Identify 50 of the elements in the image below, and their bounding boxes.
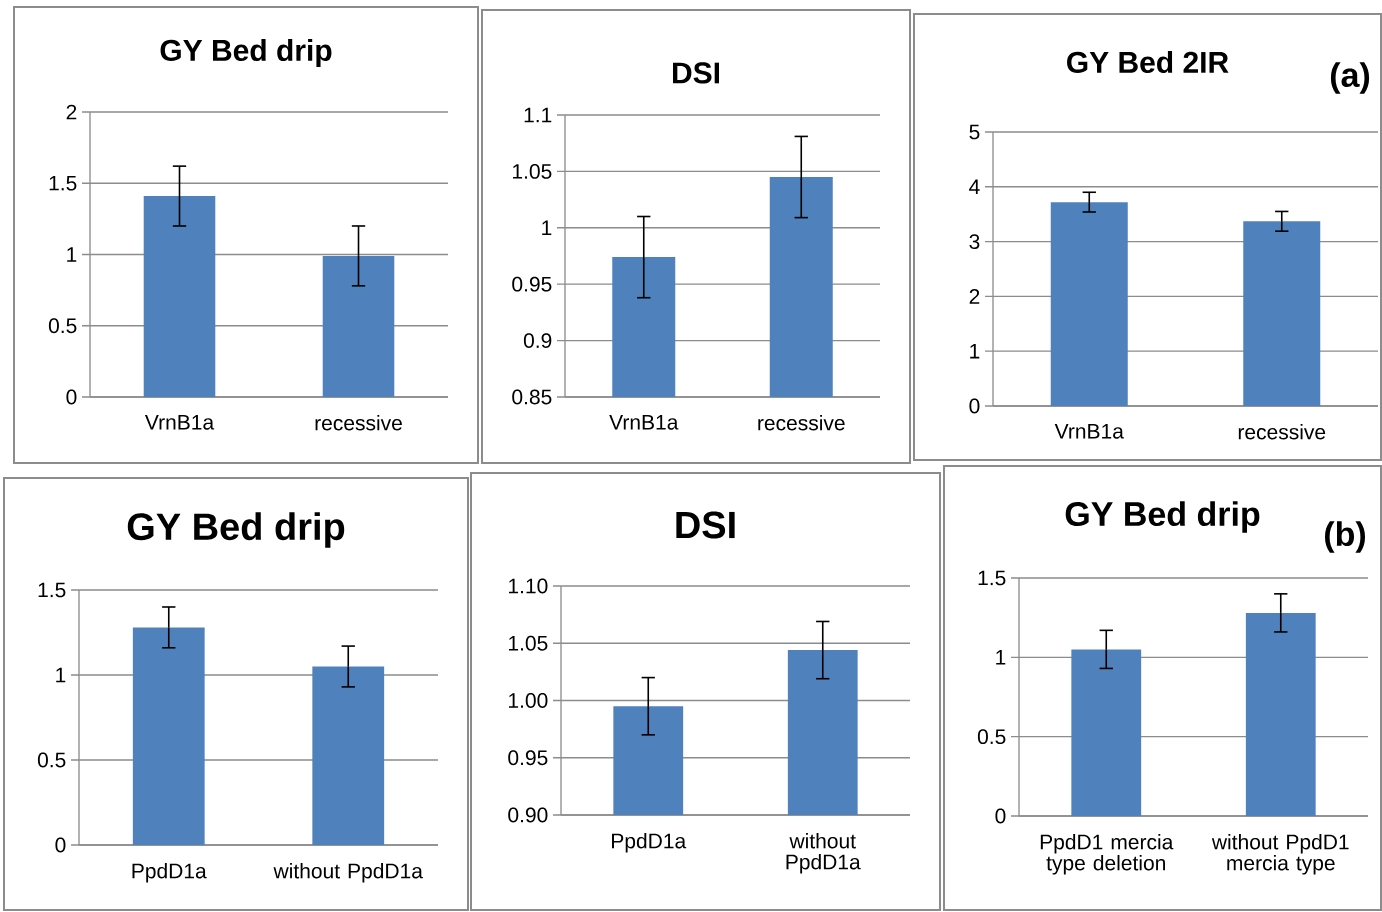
y-tick-label: 0.9 [523, 333, 552, 349]
y-tick-label: 1 [996, 650, 1006, 665]
x-tick-label: PpdD1 mercia type deletion [1040, 834, 1174, 875]
y-tick-label: 2 [969, 289, 980, 304]
chart-title: DSI [676, 511, 735, 539]
y-tick-label: 1.5 [978, 570, 1006, 586]
y-tick-label: 3 [969, 234, 980, 250]
chart-title: GY Bed 2IR [1067, 50, 1229, 73]
y-tick-label: 1 [67, 247, 77, 262]
x-tick-label: PpdD1a [132, 863, 207, 883]
y-tick-label: 1.00 [509, 693, 548, 708]
y-tick-label: 4 [969, 179, 980, 195]
text: (a) [1330, 62, 1370, 94]
x-tick-label: without PpdD1a [273, 863, 423, 883]
y-tick-label: 1 [970, 343, 980, 359]
chart-title: GY Bed drip [127, 512, 345, 548]
x-tick-label: recessive [315, 415, 402, 431]
y-tick-label: 0.5 [37, 752, 66, 768]
x-tick-label: VrnB1a [1054, 424, 1124, 439]
y-tick-label: 0.90 [508, 807, 548, 823]
y-tick-label: 1.05 [513, 163, 552, 179]
y-tick-label: 0 [969, 398, 980, 414]
y-tick-label: 2 [66, 104, 77, 120]
y-tick-label: 0.85 [512, 389, 552, 405]
y-tick-label: 0.5 [977, 729, 1006, 745]
y-tick-label: 1 [56, 667, 66, 683]
text: (b) [1325, 521, 1366, 553]
y-tick-label: 0 [995, 808, 1006, 824]
x-tick-label: recessive [1238, 424, 1326, 440]
y-tick-label: 1 [542, 220, 552, 236]
y-tick-label: 1.1 [524, 107, 552, 123]
x-tick-label: without PpdD1 mercia type [1211, 834, 1349, 875]
chart-title: GY Bed drip [1065, 501, 1260, 533]
x-tick-label: VrnB1a [609, 415, 679, 430]
y-tick-label: 0.95 [512, 276, 552, 292]
x-tick-label: without PpdD1a [786, 833, 861, 874]
y-tick-label: 1.5 [49, 175, 77, 191]
chart-title: DSI [673, 62, 720, 84]
y-tick-label: 0 [55, 837, 66, 853]
x-tick-label: PpdD1a [612, 833, 687, 853]
y-tick-label: 0.5 [48, 318, 77, 334]
y-tick-label: 1.10 [509, 578, 548, 594]
y-tick-label: 5 [969, 124, 980, 140]
x-tick-label: recessive [758, 415, 845, 431]
y-tick-label: 1.05 [509, 635, 548, 651]
y-tick-label: 0.95 [508, 750, 548, 766]
y-tick-label: 1.5 [38, 582, 66, 598]
x-tick-label: VrnB1a [144, 415, 215, 430]
y-tick-label: 0 [66, 389, 77, 405]
chart-title: GY Bed drip [160, 38, 332, 67]
